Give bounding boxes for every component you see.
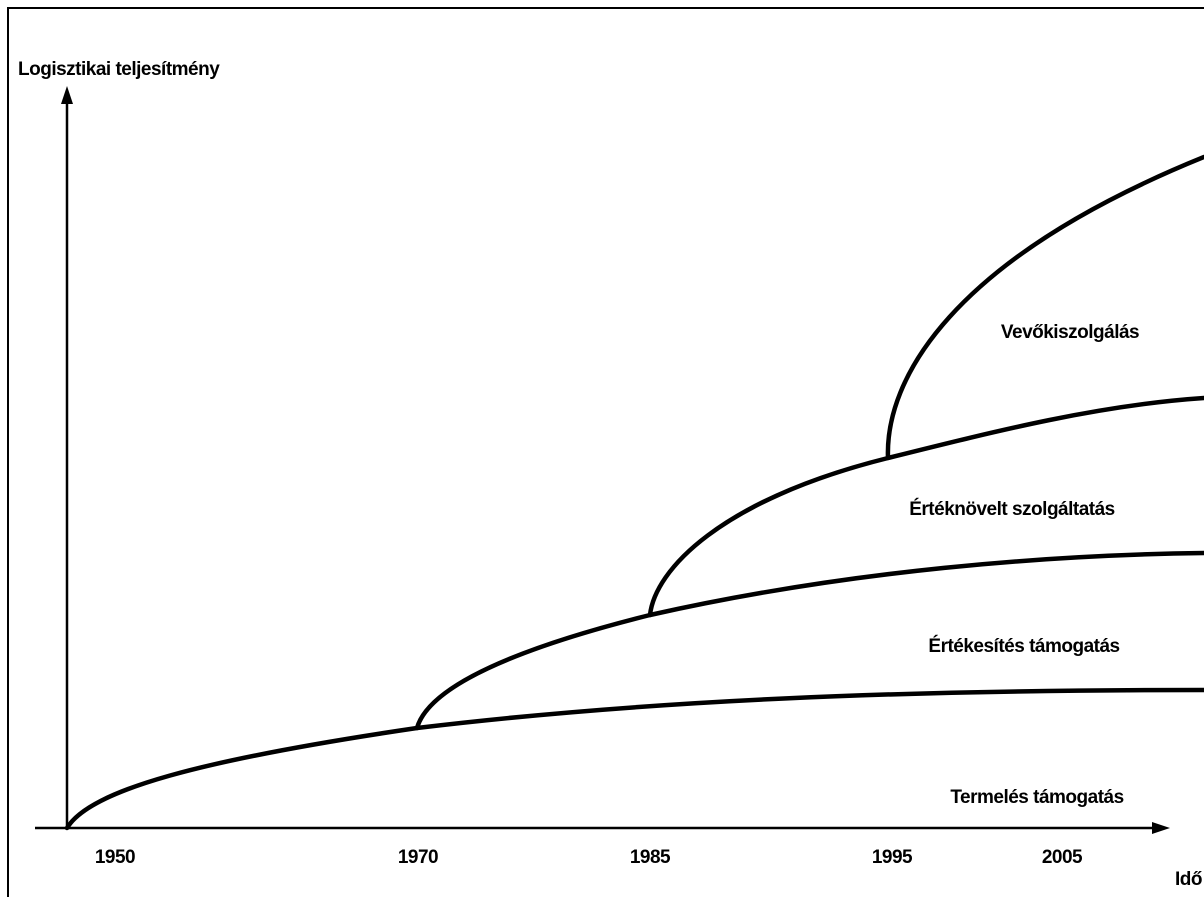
year-label: 1995 bbox=[872, 847, 913, 868]
year-label: 1970 bbox=[398, 847, 438, 868]
region-label: Vevőkiszolgálás bbox=[1001, 322, 1139, 343]
y-axis-arrow bbox=[61, 86, 73, 104]
frame bbox=[7, 7, 1204, 897]
x-axis-arrow bbox=[1152, 822, 1170, 834]
region-label: Értéknövelt szolgáltatás bbox=[909, 498, 1115, 520]
region-label: Értékesítés támogatás bbox=[928, 635, 1119, 657]
curve bbox=[414, 550, 1204, 731]
year-label: 2005 bbox=[1042, 847, 1083, 868]
y-axis-label: Logisztikai teljesítmény bbox=[18, 59, 220, 80]
curve bbox=[64, 687, 1204, 831]
curve bbox=[885, 154, 1204, 461]
year-label: 1950 bbox=[95, 847, 135, 868]
year-label: 1985 bbox=[630, 847, 671, 868]
region-label: Termelés támogatás bbox=[950, 787, 1123, 808]
x-axis-label: Idő bbox=[1175, 869, 1202, 890]
